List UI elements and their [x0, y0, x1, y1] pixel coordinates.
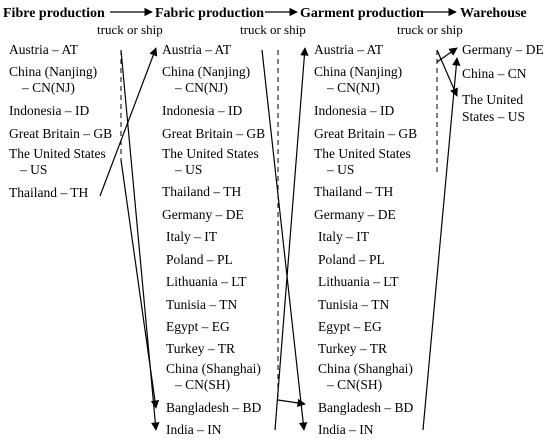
- country-label: Turkey – TR: [166, 341, 235, 356]
- country-label: China (Nanjing): [314, 64, 402, 79]
- flow-arrow: [422, 57, 461, 431]
- country-label: Lithuania – LT: [318, 274, 399, 289]
- country-label: Indonesia – ID: [9, 103, 89, 118]
- country-label: Germany – DE: [162, 207, 244, 222]
- country-label: Indonesia – ID: [314, 103, 394, 118]
- flow-arrow: [277, 398, 306, 408]
- country-label: Great Britain – GB: [314, 126, 417, 141]
- transport-label-2: truck or ship: [240, 22, 306, 37]
- stage-header-warehouse: Warehouse: [460, 6, 527, 21]
- country-label: – CN(NJ): [174, 80, 228, 95]
- country-label: – US: [326, 162, 354, 177]
- country-label: Germany – DE: [462, 42, 544, 57]
- country-label: – CN(NJ): [326, 80, 380, 95]
- flow-arrow: [99, 47, 158, 197]
- country-label: Tunisia – TN: [318, 297, 390, 312]
- transport-label-3: truck or ship: [397, 22, 463, 37]
- country-label: The United States: [9, 146, 106, 161]
- fibre-country-list: Austria – AT China (Nanjing) – CN(NJ) In…: [9, 42, 112, 200]
- stage-header-fabric: Fabric production: [155, 6, 264, 21]
- transport-label-1: truck or ship: [97, 22, 163, 37]
- country-label: The United: [462, 92, 523, 107]
- country-label: Austria – AT: [9, 42, 79, 57]
- country-label: Egypt – EG: [318, 319, 382, 334]
- country-label: Egypt – EG: [166, 319, 230, 334]
- warehouse-country-list: Germany – DE China – CN The United State…: [462, 42, 544, 124]
- country-label: Great Britain – GB: [9, 126, 112, 141]
- country-label: Austria – AT: [314, 42, 384, 57]
- country-label: Lithuania – LT: [166, 274, 247, 289]
- country-label: States – US: [462, 109, 525, 124]
- country-label: The United States: [314, 146, 411, 161]
- country-label: Turkey – TR: [318, 341, 387, 356]
- country-label: Italy – IT: [166, 229, 218, 244]
- country-label: – CN(SH): [174, 377, 230, 392]
- country-label: China (Shanghai): [318, 361, 413, 376]
- country-label: Germany – DE: [314, 207, 396, 222]
- country-label: Poland – PL: [318, 252, 385, 267]
- country-label: – CN(SH): [326, 377, 382, 392]
- stage-header-fibre: Fibre production: [3, 6, 105, 21]
- country-label: Tunisia – TN: [166, 297, 238, 312]
- country-label: Thailand – TH: [162, 184, 241, 199]
- country-label: India – IN: [166, 422, 222, 437]
- country-label: Thailand – TH: [9, 185, 88, 200]
- country-label: The United States: [162, 146, 259, 161]
- country-label: – US: [174, 162, 202, 177]
- country-label: Indonesia – ID: [162, 103, 242, 118]
- flow-arrow: [274, 47, 309, 431]
- country-label: China (Shanghai): [166, 361, 261, 376]
- country-label: India – IN: [318, 422, 374, 437]
- country-label: Thailand – TH: [314, 184, 393, 199]
- country-label: Bangladesh – BD: [318, 400, 413, 415]
- country-label: Great Britain – GB: [162, 126, 265, 141]
- country-label: China – CN: [462, 66, 527, 81]
- flow-arrow: [261, 49, 308, 431]
- country-label: Poland – PL: [166, 252, 233, 267]
- country-label: – US: [19, 162, 47, 177]
- country-label: Italy – IT: [318, 229, 370, 244]
- flow-arrow: [436, 47, 458, 63]
- garment-country-list: Austria – AT China (Nanjing) – CN(NJ) In…: [314, 42, 417, 437]
- country-label: Austria – AT: [162, 42, 232, 57]
- flow-arrow: [120, 159, 160, 409]
- fabric-country-list: Austria – AT China (Nanjing) – CN(NJ) In…: [162, 42, 265, 437]
- country-label: China (Nanjing): [162, 64, 250, 79]
- stage-header-garment: Garment production: [300, 6, 424, 21]
- country-label: Bangladesh – BD: [166, 400, 261, 415]
- country-label: China (Nanjing): [9, 64, 97, 79]
- country-label: – CN(NJ): [21, 80, 75, 95]
